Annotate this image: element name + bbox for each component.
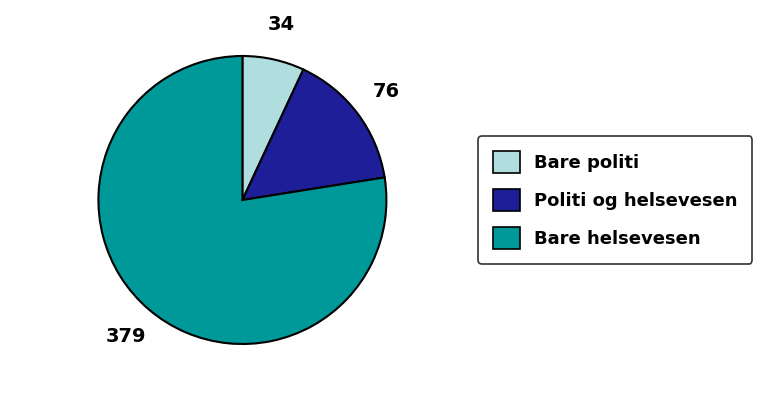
Text: 34: 34 (268, 15, 295, 34)
Wedge shape (99, 56, 386, 344)
Text: 76: 76 (373, 82, 400, 101)
Legend: Bare politi, Politi og helsevesen, Bare helsevesen: Bare politi, Politi og helsevesen, Bare … (479, 136, 752, 264)
Wedge shape (242, 56, 303, 200)
Wedge shape (242, 70, 385, 200)
Text: 379: 379 (106, 327, 145, 346)
